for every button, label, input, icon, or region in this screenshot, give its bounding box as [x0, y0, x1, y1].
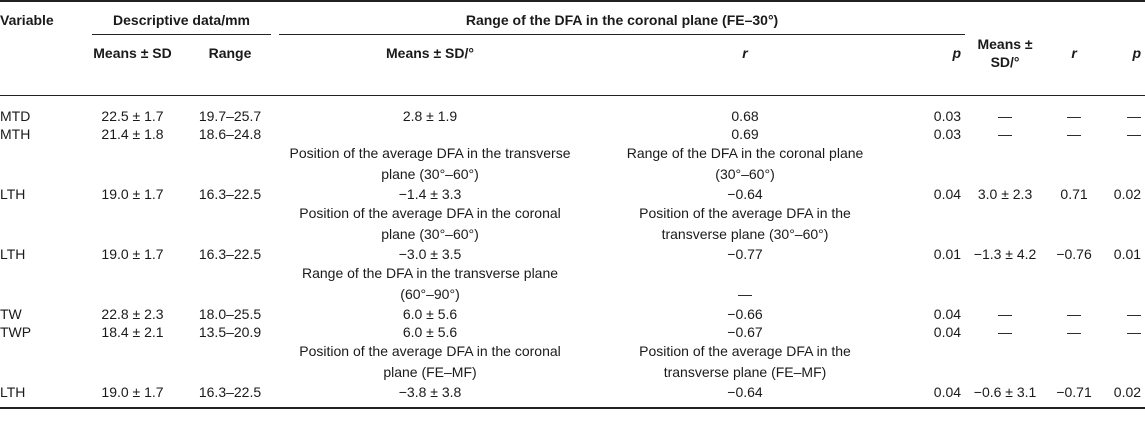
- section-label: Position of the average DFA in the coron…: [299, 204, 561, 242]
- header-blank: [965, 1, 1145, 35]
- header-r: r: [742, 45, 748, 61]
- section-row: Position of the average DFA in the coron…: [0, 203, 1145, 245]
- header-row-1: Variable Descriptive data/mm Range of th…: [0, 1, 1145, 35]
- data-table: Variable Descriptive data/mm Range of th…: [0, 1, 1145, 408]
- table-row: LTH 19.0 ± 1.7 16.3–22.5 −1.4 ± 3.3 −0.6…: [0, 185, 1142, 202]
- header-p: p: [952, 45, 962, 61]
- header-r-2: r: [1071, 45, 1077, 61]
- section-label: Range of the DFA in the coronal plane (3…: [626, 144, 864, 182]
- table-row: MTD 22.5 ± 1.7 19.7–25.7 2.8 ± 1.9 0.68 …: [0, 107, 1142, 124]
- header-means-sd: Means ± SD: [93, 45, 172, 61]
- table-row: TW 22.8 ± 2.3 18.0–25.5 6.0 ± 5.6 −0.66 …: [0, 305, 1142, 322]
- section-row: Position of the average DFA in the coron…: [0, 341, 1145, 383]
- section-row: Position of the average DFA in the trans…: [0, 143, 1145, 185]
- section-label: Position of the average DFA in the coron…: [299, 342, 561, 380]
- section-label: Position of the average DFA in the trans…: [639, 342, 851, 380]
- header-row-2: Means ± SD Range Means ± SD/° r p Means …: [0, 35, 1145, 95]
- section-label: Position of the average DFA in the trans…: [289, 144, 571, 182]
- header-means-sd-deg-2: Means ± SD/°: [977, 36, 1033, 70]
- section-label: —: [738, 285, 753, 302]
- section-label: Range of the DFA in the transverse plane…: [301, 264, 559, 302]
- table-row: TWP 18.4 ± 2.1 13.5–20.9 6.0 ± 5.6 −0.67…: [0, 323, 1142, 340]
- header-range: Range: [208, 45, 252, 61]
- header-descriptive: Descriptive data/mm: [80, 1, 275, 35]
- table-row: LTH 19.0 ± 1.7 16.3–22.5 −3.8 ± 3.8 −0.6…: [0, 383, 1145, 408]
- section-row: Range of the DFA in the transverse plane…: [0, 263, 1145, 305]
- header-p-2: p: [1132, 45, 1142, 61]
- header-variable: Variable: [0, 12, 54, 28]
- table-row: LTH 19.0 ± 1.7 16.3–22.5 −3.0 ± 3.5 −0.7…: [0, 245, 1142, 262]
- section-label: Position of the average DFA in the trans…: [639, 204, 851, 242]
- table-row: MTH 21.4 ± 1.8 18.6–24.8 0.69 0.03 — — —: [0, 125, 1142, 142]
- header-range-group: Range of the DFA in the coronal plane (F…: [275, 1, 966, 35]
- header-means-sd-deg: Means ± SD/°: [386, 45, 474, 61]
